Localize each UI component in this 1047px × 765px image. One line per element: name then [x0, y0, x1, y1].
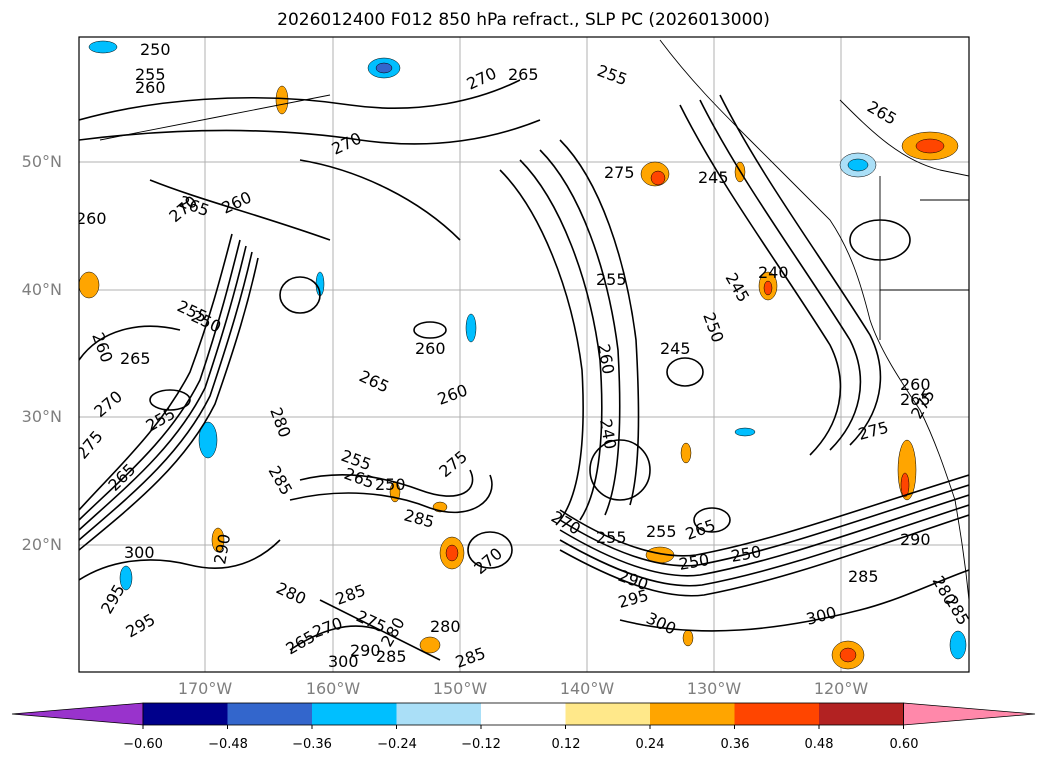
lat-tick-30: 30°N: [21, 407, 62, 426]
svg-text:255: 255: [596, 528, 627, 547]
svg-text:245: 245: [660, 339, 691, 358]
colorbar-swatch: [312, 703, 397, 725]
colorbar-label: −0.48: [208, 737, 248, 752]
lon-tick-160w: 160°W: [305, 679, 361, 698]
svg-text:265: 265: [120, 349, 151, 368]
svg-text:255: 255: [596, 270, 627, 289]
svg-text:290: 290: [900, 530, 931, 549]
svg-text:300: 300: [328, 652, 359, 671]
colorbar-swatch: [481, 703, 566, 725]
map-title: 2026012400 F012 850 hPa refract., SLP PC…: [277, 10, 770, 30]
svg-text:265: 265: [900, 390, 931, 409]
lat-tick-50: 50°N: [21, 152, 62, 171]
lat-tick-20: 20°N: [21, 535, 62, 554]
coastline-icon: [99, 39, 969, 601]
lon-tick-150w: 150°W: [432, 679, 488, 698]
svg-text:260: 260: [415, 339, 446, 358]
svg-text:285: 285: [848, 567, 879, 586]
colorbar-label: 0.12: [551, 737, 581, 752]
slp-shading: [79, 40, 967, 670]
colorbar-frame: [142, 702, 904, 726]
svg-text:265: 265: [508, 65, 539, 84]
svg-text:260: 260: [76, 209, 107, 228]
colorbar-label: 0.60: [889, 737, 919, 752]
svg-text:260: 260: [135, 78, 166, 97]
svg-text:285: 285: [376, 647, 407, 666]
colorbar-swatch: [227, 703, 313, 725]
colorbar-label: −0.24: [377, 737, 417, 752]
graticule: [79, 37, 969, 672]
svg-text:255: 255: [135, 65, 166, 84]
svg-text:250: 250: [375, 475, 406, 494]
lon-tick-140w: 140°W: [559, 679, 615, 698]
svg-text:275: 275: [604, 163, 635, 182]
colorbar-swatch: [565, 703, 651, 725]
colorbar-swatch: [650, 703, 735, 725]
colorbar-label: −0.12: [461, 737, 501, 752]
lon-tick-170w: 170°W: [177, 679, 233, 698]
svg-text:260: 260: [900, 375, 931, 394]
colorbar-swatch: [396, 703, 482, 725]
lon-tick-130w: 130°W: [686, 679, 742, 698]
svg-text:240: 240: [758, 263, 789, 282]
svg-text:255: 255: [646, 522, 677, 541]
colorbar-swatch: [143, 703, 228, 725]
svg-text:290: 290: [350, 641, 381, 660]
refractivity-contours: [79, 79, 969, 661]
svg-text:245: 245: [698, 168, 729, 187]
colorbar-label: 0.36: [720, 737, 750, 752]
colorbar-label: 0.24: [635, 737, 665, 752]
svg-text:250: 250: [140, 40, 171, 59]
colorbar-swatch: [734, 703, 820, 725]
colorbar-swatch: [819, 703, 904, 725]
svg-text:280: 280: [430, 617, 461, 636]
lat-tick-40: 40°N: [21, 280, 62, 299]
colorbar-extend-low: [11, 702, 144, 726]
colorbar-label: −0.36: [292, 737, 332, 752]
colorbar-label: −0.60: [123, 737, 163, 752]
colorbar-extend-high: [903, 702, 1036, 726]
colorbar-label: 0.48: [804, 737, 834, 752]
svg-text:300: 300: [124, 543, 155, 562]
lon-tick-120w: 120°W: [813, 679, 869, 698]
